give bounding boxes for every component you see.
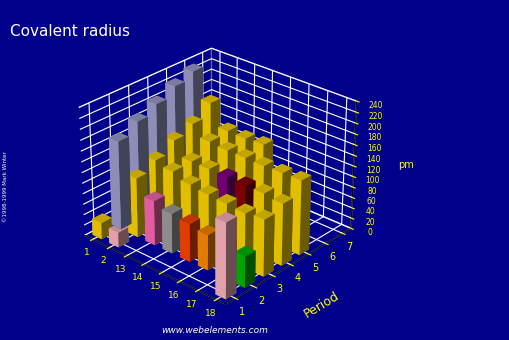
Text: www.webelements.com: www.webelements.com: [160, 326, 267, 335]
Text: Covalent radius: Covalent radius: [10, 24, 130, 39]
Y-axis label: Period: Period: [300, 289, 341, 320]
Text: ©1998-1999 Mark Winter: ©1998-1999 Mark Winter: [3, 152, 8, 222]
